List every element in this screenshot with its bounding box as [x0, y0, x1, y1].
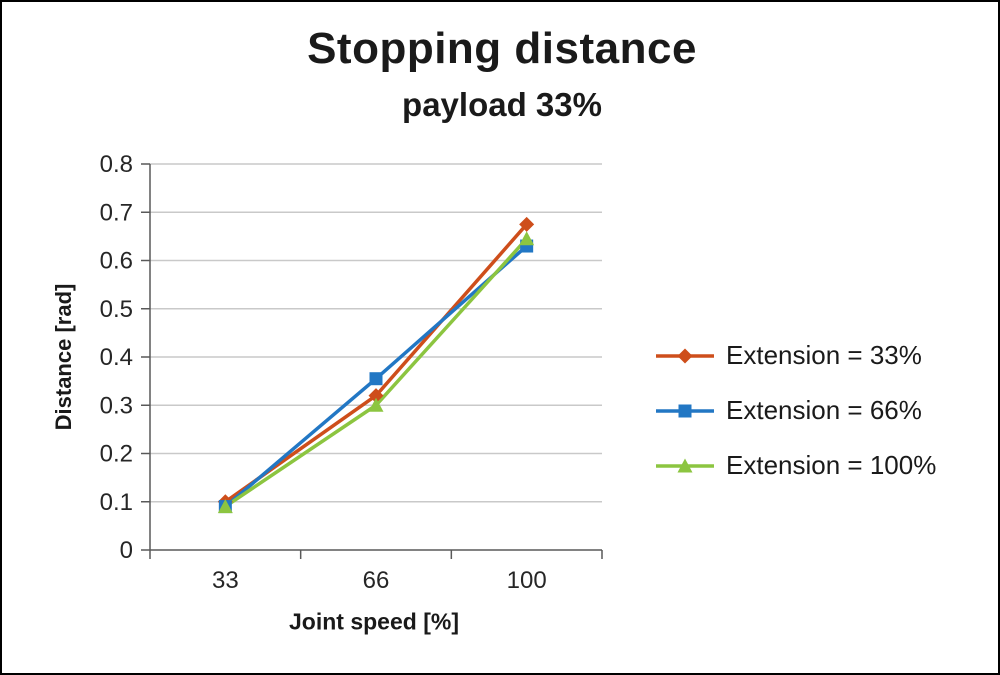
legend-line-diamond-icon: [656, 348, 714, 363]
svg-text:0.1: 0.1: [100, 489, 133, 516]
svg-text:0.4: 0.4: [100, 344, 133, 371]
svg-text:0: 0: [120, 537, 133, 564]
legend-label: Extension = 100%: [726, 450, 937, 480]
svg-text:0.2: 0.2: [100, 441, 133, 468]
svg-text:33: 33: [212, 567, 239, 594]
legend-line-triangle-icon: [656, 458, 714, 472]
x-axis-title: Joint speed [%]: [289, 608, 459, 635]
chart-title: Stopping distance: [307, 24, 697, 73]
svg-text:0.3: 0.3: [100, 392, 133, 419]
y-axis-title: Distance [rad]: [51, 283, 76, 431]
svg-text:66: 66: [363, 567, 390, 594]
svg-text:100: 100: [507, 567, 547, 594]
svg-text:0.8: 0.8: [100, 151, 133, 178]
legend-label: Extension = 33%: [726, 340, 922, 370]
svg-text:0.7: 0.7: [100, 199, 133, 226]
chart-subtitle: payload 33%: [402, 86, 602, 123]
svg-text:0.6: 0.6: [100, 248, 133, 275]
svg-text:0.5: 0.5: [100, 296, 133, 323]
legend: Extension = 33% Extension = 66% Extensio…: [654, 328, 936, 493]
legend-line-square-icon: [656, 404, 714, 417]
legend-item-extension-100: Extension = 100%: [654, 438, 936, 493]
legend-label: Extension = 66%: [726, 395, 922, 425]
legend-item-extension-66: Extension = 66%: [654, 383, 936, 438]
legend-item-extension-33: Extension = 33%: [654, 328, 936, 383]
